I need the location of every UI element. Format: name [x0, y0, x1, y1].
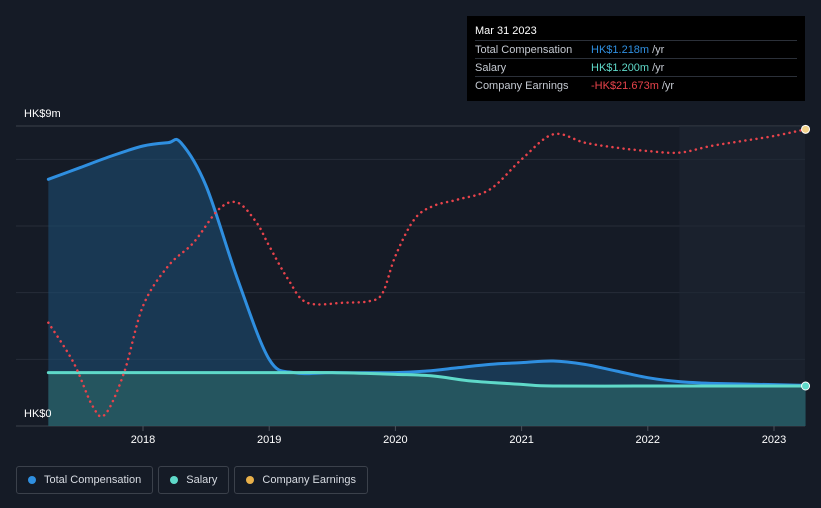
x-tick-label: 2020	[383, 434, 407, 446]
tooltip-label: Company Earnings	[475, 79, 569, 92]
y-axis-max-label: HK$9m	[24, 108, 61, 120]
chart-legend: Total Compensation Salary Company Earnin…	[16, 466, 368, 494]
tooltip-date: Mar 31 2023	[475, 25, 537, 37]
series-areas	[48, 139, 806, 427]
salary-end-marker	[801, 381, 811, 391]
tooltip-value: -HK$21.673m	[591, 79, 659, 92]
y-axis-min-label: HK$0	[24, 408, 52, 420]
series-lines	[46, 128, 808, 418]
series-line-company-earnings	[47, 128, 807, 418]
x-tick-label: 2023	[762, 434, 786, 446]
x-axis-ticks: 2018 2019 2020 2021 2022 2023	[131, 426, 786, 446]
legend-item-salary[interactable]: Salary	[158, 466, 230, 494]
tooltip-unit: /yr	[661, 79, 675, 92]
x-tick-label: 2018	[131, 434, 155, 446]
tooltip-unit: /yr	[652, 43, 665, 56]
legend-dot-icon	[170, 476, 179, 484]
tooltip-row-total-compensation: Total Compensation HK$1.218m /yr	[475, 40, 797, 58]
tooltip-label: Total Compensation	[475, 43, 573, 56]
legend-dot-icon	[246, 476, 255, 484]
series-line-total-compensation	[46, 137, 808, 387]
legend-label: Salary	[186, 474, 218, 486]
tooltip-row-salary: Salary HK$1.200m /yr	[475, 58, 797, 76]
series-line-salary	[46, 371, 808, 388]
data-tooltip: Mar 31 2023 Total Compensation HK$1.218m…	[467, 16, 805, 101]
series-area-total-compensation	[48, 139, 806, 427]
x-tick-label: 2019	[257, 434, 281, 446]
legend-item-total-compensation[interactable]: Total Compensation	[16, 466, 154, 494]
series-area-salary	[48, 372, 806, 426]
legend-label: Total Compensation	[44, 474, 142, 486]
legend-item-company-earnings[interactable]: Company Earnings	[234, 466, 368, 494]
x-tick-label: 2021	[509, 434, 533, 446]
tooltip-unit: /yr	[652, 61, 665, 74]
end-markers	[801, 124, 811, 391]
x-tick-label: 2022	[636, 434, 660, 446]
tooltip-value: HK$1.200m	[591, 61, 650, 74]
earnings-end-marker	[801, 124, 811, 134]
tooltip-label: Salary	[475, 61, 507, 74]
forecast-region	[679, 126, 805, 426]
tooltip-value: HK$1.218m	[591, 43, 650, 56]
legend-label: Company Earnings	[262, 474, 356, 486]
tooltip-row-company-earnings: Company Earnings -HK$21.673m /yr	[475, 76, 797, 94]
legend-dot-icon	[28, 476, 36, 484]
